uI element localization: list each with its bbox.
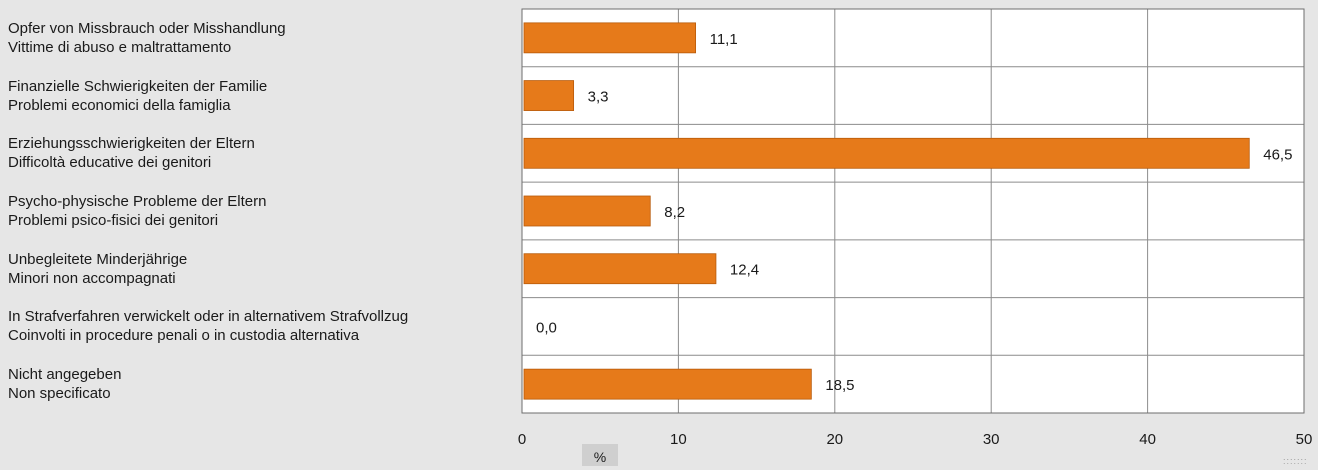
category-label-de: In Strafverfahren verwickelt oder in alt… xyxy=(8,308,409,326)
category-label-it: Problemi psico-fisici dei genitori xyxy=(8,212,219,229)
bar-value-label: 3,3 xyxy=(588,89,609,106)
category-label-de: Unbegleitete Minderjährige xyxy=(8,250,188,268)
category-label-de: Finanzielle Schwierigkeiten der Familie xyxy=(8,77,268,95)
x-tick-label: 40 xyxy=(1139,431,1156,448)
bar xyxy=(523,137,1250,169)
category-label-it: Non specificato xyxy=(8,385,111,403)
bar xyxy=(523,195,651,227)
category-label-de: Erziehungsschwierigkeiten der Eltern xyxy=(8,135,255,153)
category-label-it: Difficoltà educative dei genitori xyxy=(8,154,212,172)
x-tick-label: 50 xyxy=(1296,431,1313,448)
resize-grip-icon: ::::::: xyxy=(1283,456,1308,466)
category-label: Finanzielle Schwierigkeiten der Familie P… xyxy=(8,77,267,115)
x-axis-unit-label: % xyxy=(582,444,618,466)
x-tick-label: 10 xyxy=(670,431,687,448)
bar xyxy=(523,80,575,111)
category-label: Nicht angegeben Non specificato xyxy=(8,365,121,403)
category-label: Erziehungsschwierigkeiten der Eltern Diff… xyxy=(8,134,255,172)
bar xyxy=(523,22,697,54)
category-label: Unbegleitete Minderjährige Minori non acc… xyxy=(8,250,187,288)
plot-frame xyxy=(521,8,1305,414)
x-tick-label: 0 xyxy=(518,431,526,448)
bar-value-label: 46,5 xyxy=(1263,146,1292,163)
category-label: In Strafverfahren verwickelt oder in alt… xyxy=(8,307,408,345)
bar xyxy=(523,253,717,285)
bar-value-label: 18,5 xyxy=(825,377,854,394)
bar-value-label: 11,1 xyxy=(710,31,738,48)
category-label: Psycho-physische Probleme der Eltern Prob… xyxy=(8,192,266,230)
bar-value-label: 0,0 xyxy=(536,319,557,336)
bar-value-label: 8,2 xyxy=(664,204,685,221)
plot-area xyxy=(522,9,1304,413)
category-label-it: Vittime di abuso e maltrattamento xyxy=(8,38,232,56)
category-label-it: Minori non accompagnati xyxy=(8,269,176,287)
category-label-de: Psycho-physische Probleme der Eltern xyxy=(8,193,267,210)
x-tick-label: 20 xyxy=(826,431,843,448)
category-label-de: Opfer von Missbrauch oder Misshandlung xyxy=(8,19,286,37)
category-label: Opfer von Missbrauch oder Misshandlung Vi… xyxy=(8,19,286,57)
category-label-de: Nicht angegeben xyxy=(8,366,122,384)
category-label-it: Problemi economici della famiglia xyxy=(8,96,231,114)
x-tick-label: 30 xyxy=(983,431,1000,448)
category-label-it: Coinvolti in procedure penali o in custo… xyxy=(8,327,360,345)
bar xyxy=(523,368,812,400)
bar-value-label: 12,4 xyxy=(730,262,759,279)
